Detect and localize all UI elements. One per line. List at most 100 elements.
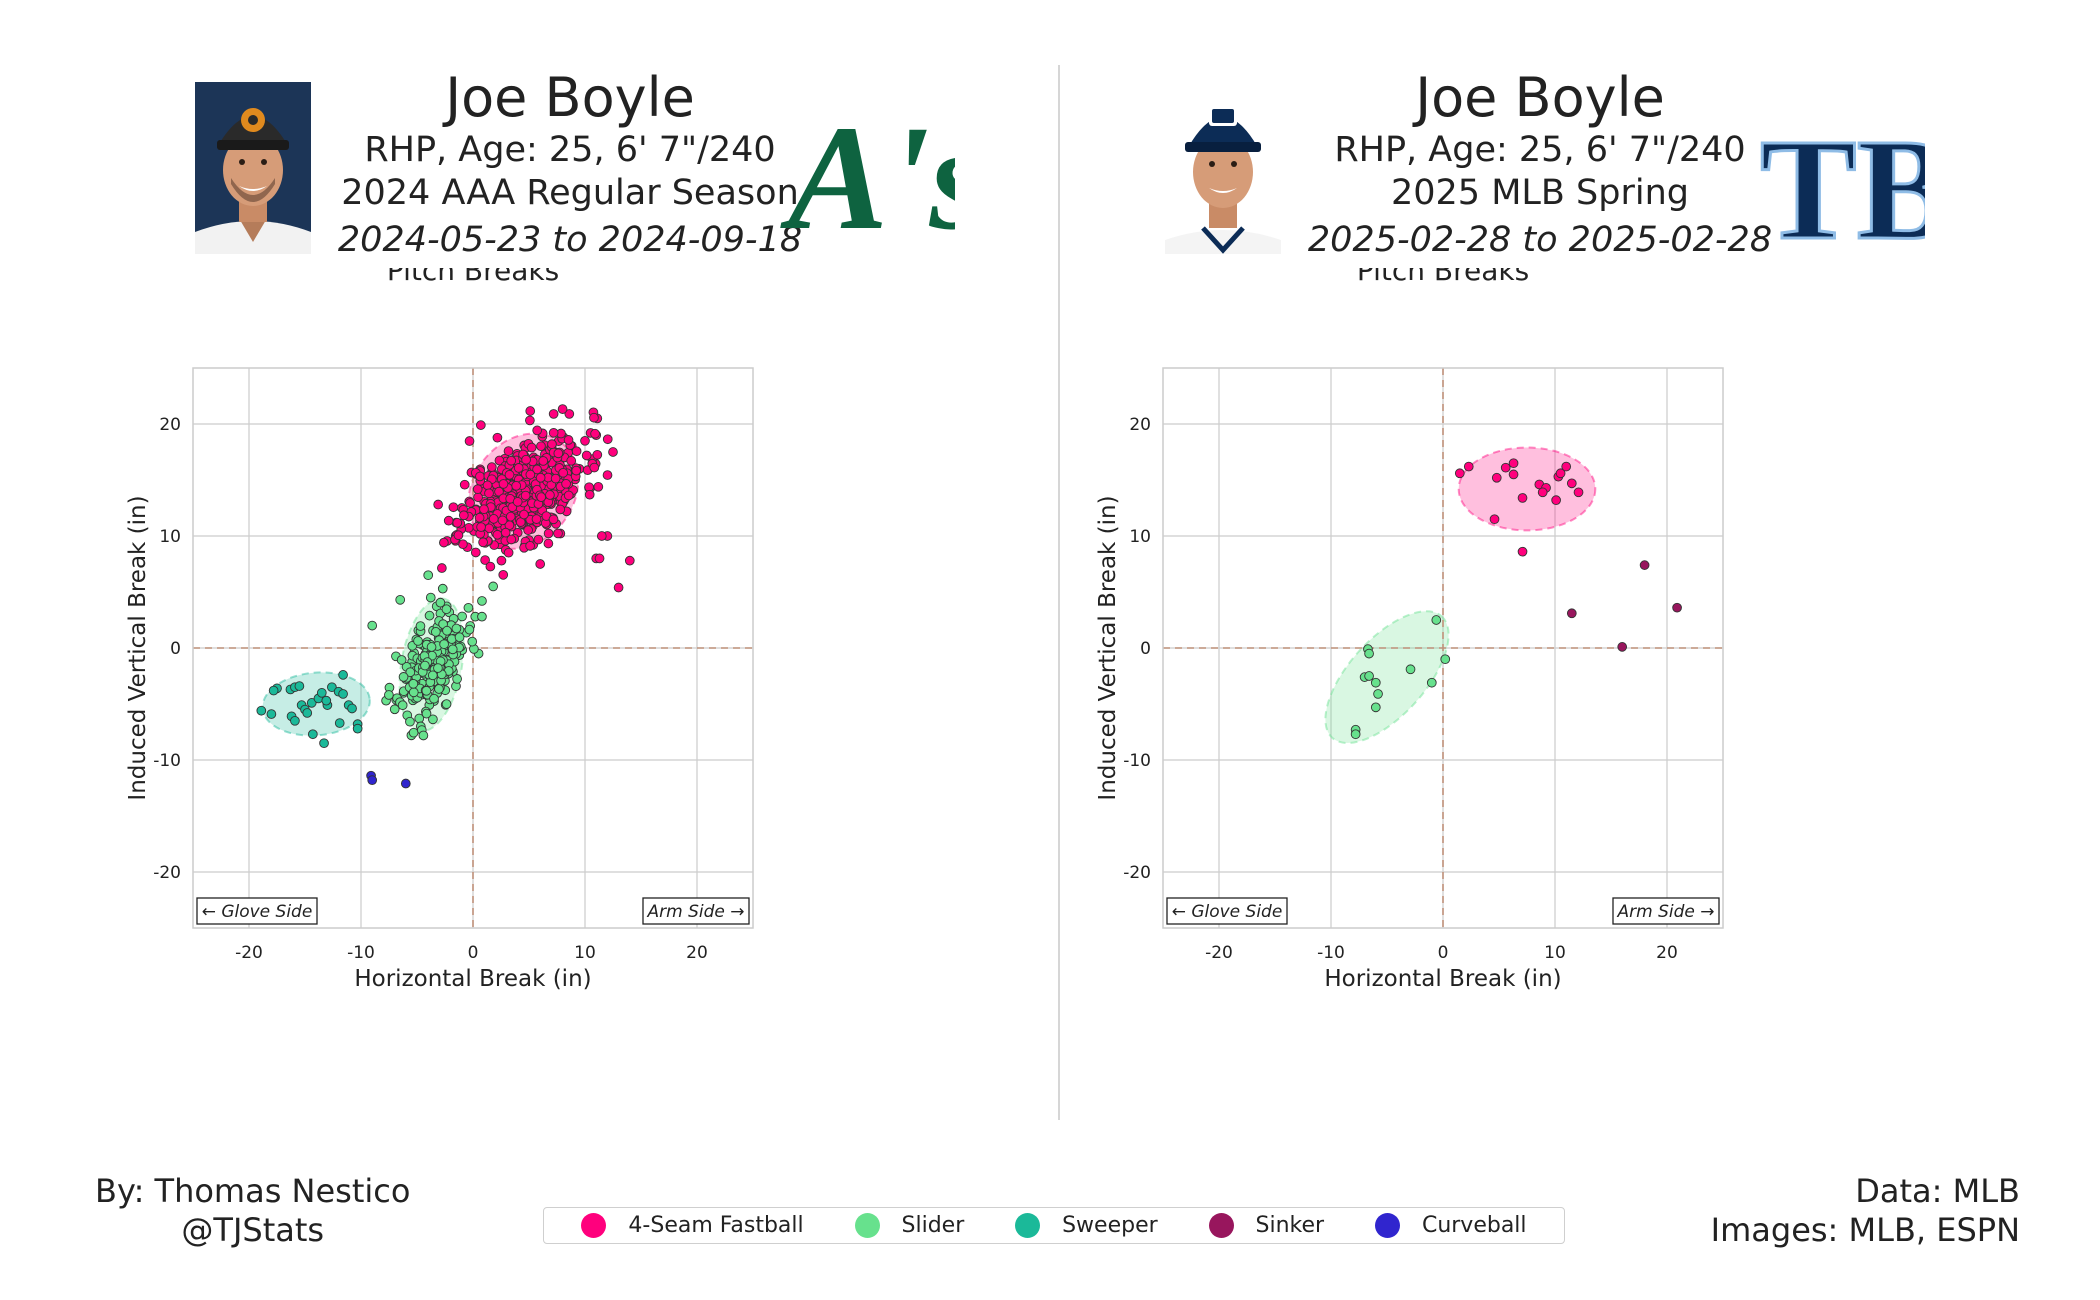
y-tick-label: 20 [159,415,181,435]
pitch-point [420,660,430,671]
x-tick-label: -20 [1205,943,1233,963]
pitch-point [525,406,536,416]
pitch-point [1454,468,1465,479]
pitch-point [1639,560,1650,570]
confidence-ellipse [1457,446,1597,532]
pitch-point [561,478,571,489]
pitch-point [525,415,535,426]
pitch-point [477,596,487,606]
series-4-seam-fastball [433,404,635,593]
pitch-point [532,464,542,475]
pitch-point [398,672,409,682]
y-tick-label: -20 [153,863,181,883]
pitch-point [1426,677,1437,688]
panel-divider [1058,65,1060,1120]
pitch-point [426,642,437,652]
pitch-point [1517,493,1528,503]
pitch-point [448,502,459,513]
pitch-point [306,698,317,708]
pitch-point [474,512,485,523]
y-tick-label: 0 [1140,639,1151,659]
pitch-point [477,611,487,622]
pitch-point [512,496,523,507]
pitch-point [352,723,363,734]
pitch-point [506,455,517,466]
pitch-point [427,670,438,681]
pitch-point [428,714,438,725]
pitch-point [396,655,407,665]
rays-logo-icon: TB [1750,100,1955,280]
pitch-point [338,689,348,699]
pitch-point [334,718,345,728]
pitch-point [434,684,444,694]
confidence-ellipse [1324,610,1450,745]
pitch-point [439,639,449,650]
series-slider [367,570,499,741]
pitch-point [1508,469,1519,480]
pitch-point [602,470,613,480]
pitch-point [430,627,441,637]
pitch-point [437,583,448,594]
arm-side-box [1612,897,1720,925]
pitch-point [543,538,554,549]
pitch-point [1566,478,1577,489]
pitch-point [498,479,509,489]
author-handle: @TJStats [181,1211,325,1249]
pitch-point [425,592,436,603]
pitch-point [1489,514,1500,525]
rays-logo-text: TB [1760,110,1925,270]
pitch-point [555,504,566,515]
series-slider [1350,615,1451,740]
pitch-point [413,636,423,646]
x-tick-label: 10 [574,943,596,963]
pitch-point [389,704,400,715]
y-tick-label: 10 [1129,527,1151,547]
pitch-point [506,534,517,545]
pitch-point [442,625,452,636]
pitch-point [268,685,279,696]
pitch-point [589,412,599,423]
pitch-point [589,462,600,473]
pitch-point [1364,671,1374,681]
plot-frame [192,367,754,929]
y-axis-label: Induced Vertical Break (in) [1095,495,1121,800]
player-bio: RHP, Age: 25, 6' 7"/240 [364,130,776,170]
pitch-point [421,685,432,696]
pitch-point [545,490,555,500]
pitch-point [441,604,452,615]
pitch-point [596,531,607,541]
pitch-point [564,409,575,419]
pitch-point [316,687,327,698]
pitch-point [550,473,561,484]
pitch-point [384,690,394,700]
pitch-point [602,434,613,445]
pitch-point [492,529,503,540]
arm-side-label: Arm Side → [647,902,745,922]
x-tick-label: -10 [347,943,375,963]
pitch-point [338,670,348,680]
pitch-point [1500,462,1511,473]
pitch-point [548,514,559,525]
pitch-point [531,514,542,524]
pitch-point [424,610,435,621]
pitch-point [302,708,313,718]
pitch-point [1405,664,1416,675]
pitch-point [553,528,563,539]
legend-item: 4-Seam Fastball [581,1213,804,1238]
glove-side-label: ← Glove Side [202,902,313,922]
x-tick-label: -10 [1317,943,1345,963]
legend-item: Sweeper [1015,1213,1158,1238]
pitch-point [405,667,416,678]
pitch-point [1555,468,1566,479]
pitch-point [1463,461,1474,472]
pitch-point [547,439,557,450]
pitch-point [511,480,522,491]
series-4-seam-fastball [1454,458,1584,557]
pitch-point [429,693,439,704]
pitch-point [421,708,432,719]
glove-side-box [196,897,318,925]
pitch-point [543,528,554,539]
pitch-point [1350,729,1361,740]
pitch-point [536,492,547,502]
pitch-point [467,636,478,647]
